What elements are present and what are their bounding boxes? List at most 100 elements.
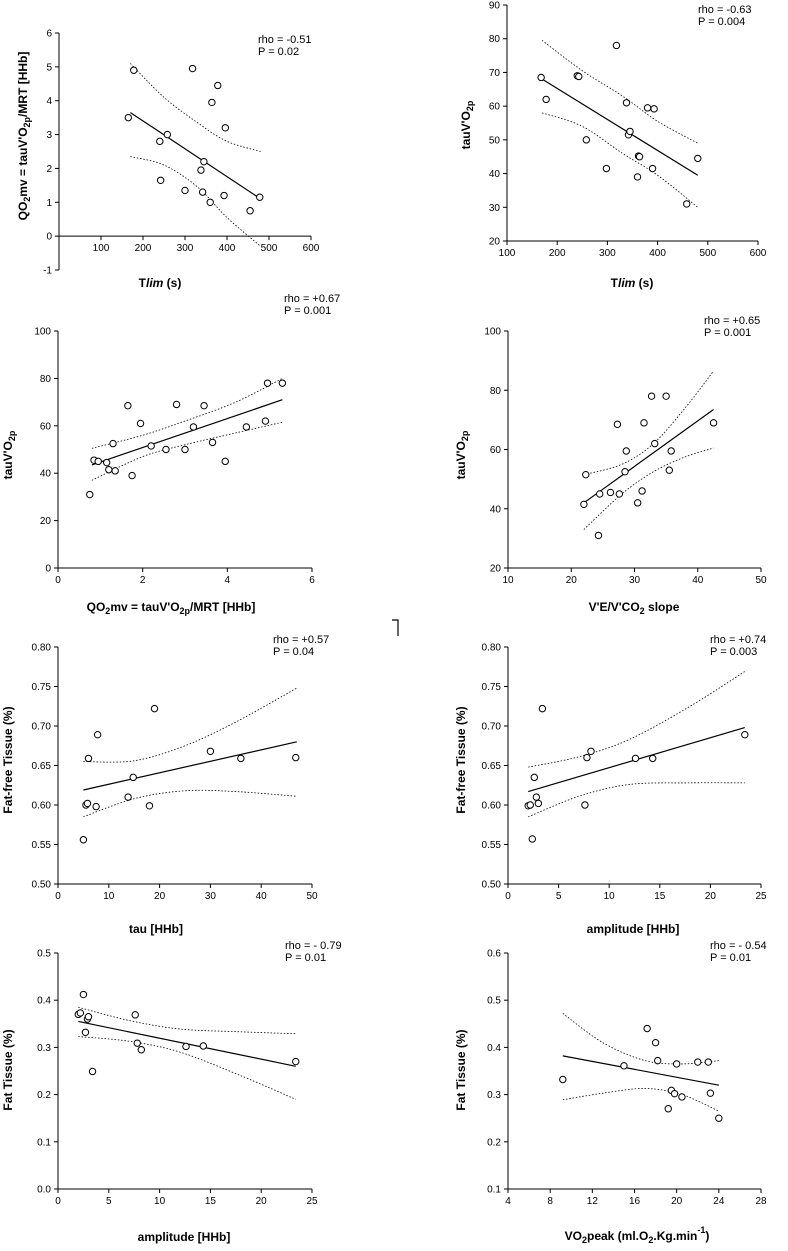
panel-7-x-tick-label: 5 [106,1196,112,1207]
panel-7-data-point [76,1009,85,1017]
panel-4-y-tick-label: 100 [484,327,501,338]
panel-5-data-point [93,730,102,739]
panel-8-y-tick-label: 0.4 [487,1043,501,1054]
panel-2-y-tick-label: 70 [489,68,501,79]
panel-6-y-tick-label: 0.50 [482,880,502,891]
panel-1-y-tick-label: -1 [43,266,52,277]
panel-5-data-point [129,773,137,782]
panel-7-y-tick-label: 0.2 [37,1090,51,1101]
panel-1-data-point [198,188,207,196]
panel-4-data-point [580,500,588,509]
panel-5-x-tick-label: 0 [55,891,61,902]
panel-2-data-point [648,164,657,173]
panel-2-data-point [537,73,545,82]
panel-4-data-point [596,490,604,498]
panel-2-regression-line [541,78,699,176]
panel-4-ci-lower [583,447,714,530]
panel-3-y-tick-label: 60 [40,421,52,432]
panel-1-x-tick-label: 100 [93,243,110,254]
panel-5-x-tick-label: 30 [205,891,217,902]
panel-2-data-point [626,127,634,136]
panel-3-data-point [263,379,272,387]
panel-6-y-tick-label: 0.70 [482,722,502,733]
panel-4-data-point [613,420,622,429]
panel-8-data-point [559,1075,567,1084]
panel-1-x-tick-label: 500 [261,243,278,254]
panel-6-data-point [631,754,640,763]
panel-3-y-tick-label: 20 [40,516,52,527]
panel-6-data-point [526,801,534,809]
panel-2-data-point [643,104,652,112]
panel-8-y-tick-label: 0.1 [487,1185,501,1196]
panel-3-regression-line [91,399,283,466]
panel-5: 0.500.550.600.650.700.750.800 10 20 30 40 50 … [1,634,329,936]
panel-7-data-point [88,1067,97,1076]
panel-6-ci-upper [528,671,746,768]
panel-2-x-tick-label: 500 [699,248,716,259]
panel-2-p-value: P = 0.004 [698,16,745,28]
panel-4-data-point [633,499,642,507]
panel-7-ci-lower [78,1036,296,1100]
panel-3-data-point [189,423,198,431]
panel-2-y-tick-label: 20 [489,237,501,248]
panel-7-x-tick-label: 20 [256,1196,268,1207]
panel-3-x-tick-label: 6 [309,575,315,586]
panel-1-data-point [156,176,165,184]
panel-7-x-tick-label: 25 [306,1196,318,1207]
panel-2-rho: rho = -0.63 [698,4,752,16]
panel-3-data-point [278,379,287,387]
panel-6-data-point [530,773,539,782]
panel-7-data-point [79,990,88,999]
panel-6-plot: 0.50 0.55 0.60 0.65 0.70 0.75 0.80 0 5 10 15 20 25 [482,643,767,903]
panel-6-rho: rho = +0.74 [710,634,766,646]
panel-6-data-point [741,730,749,739]
panel-2-x-tick-label: 400 [649,248,666,259]
panel-4-x-tick-label: 10 [502,575,514,586]
panel-6-p-value: P = 0.003 [710,646,757,658]
panel-2-data-point [612,41,621,50]
panel-8-y-tick-label: 0.5 [487,996,501,1007]
panel-1-plot: -1 0 1 2 3 4 5 6 100 200 300 400 500 600 [43,29,320,277]
panel-7-data-point [81,1028,90,1036]
panel-1-y-tick-label: 0 [46,232,52,243]
panel-4-y-tick-label: 40 [490,504,502,515]
panel-5-y-tick-label: 0.50 [32,880,52,891]
panel-5-ci-lower [83,789,297,818]
panel-4-x-tick-label: 50 [755,575,767,586]
panel-6-x-tick-label: 0 [505,891,511,902]
panel-3-data-point [200,401,208,410]
panel-3-data-point [105,465,113,474]
panel-5-data-point [84,754,93,763]
panel-7: 0.0 0.1 0.2 0.3 0.4 0.5 0 5 10 15 20 25 rho = - 0.7… [1,940,342,1244]
panel-1-data-point [200,157,208,166]
panel-8-y-tick-label: 0.2 [487,1137,501,1148]
panel-5-plot: 0.50 0.55 0.60 0.65 0.70 0.75 0.80 0 10 20 30 40 50 [32,643,318,903]
panel-3-data-point [86,490,94,499]
panel-8-regression-line [562,1055,719,1086]
panel-1-data-point [124,113,133,122]
panel-4-x-label: V'E/V'CO2 slope [589,600,680,616]
panel-5-data-point [145,802,154,810]
panel-6-y-label: Fat-free Tissue (%) [454,706,468,813]
panel-1-y-tick-label: 4 [46,96,52,107]
panel-6-data-point [583,753,591,762]
panel-3-y-label: tauV'O2p [1,430,17,479]
panel-7-p-value: P = 0.01 [285,952,326,964]
panel-4-rho: rho = +0.65 [704,315,760,327]
panel-5-y-tick-label: 0.60 [32,801,52,812]
panel-1-x-tick-label: 400 [219,243,236,254]
panel-3-y-tick-label: 80 [40,374,52,385]
panel-8-data-point [706,1089,715,1097]
panel-8-x-tick-label: 28 [755,1196,767,1207]
panel-2-y-tick-label: 90 [489,1,501,12]
panel-5-ci-upper [83,687,297,763]
panel-3-ci-upper [91,378,283,449]
panel-2-data-point [633,173,642,181]
panel-4-data-point [606,488,615,497]
panel-7-y-tick-label: 0.0 [37,1185,51,1196]
panel-3-data-point [242,423,251,431]
panel-2-data-point [582,136,591,144]
panel-3-y-tick-label: 0 [45,564,51,575]
panel-1-regression-line [130,112,261,200]
